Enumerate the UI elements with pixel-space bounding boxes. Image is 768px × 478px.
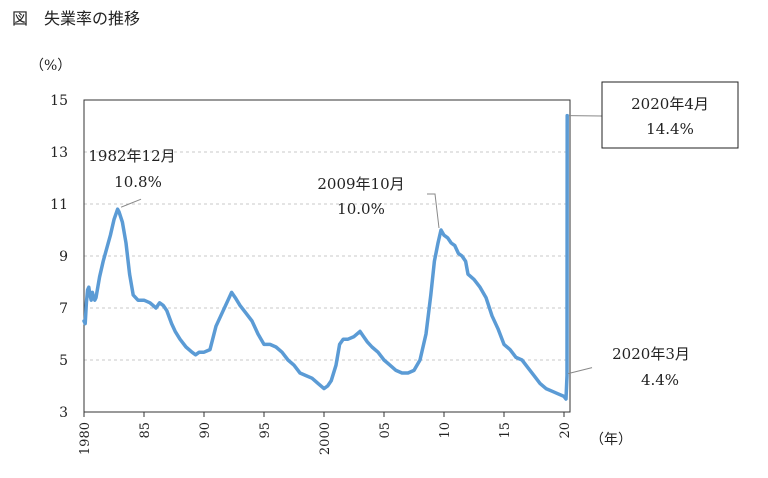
y-tick-label: 3 <box>59 405 68 421</box>
y-tick-label: 9 <box>59 249 68 265</box>
annotation-date-label: 2009年10月 <box>317 175 404 193</box>
leader-line <box>121 199 141 207</box>
x-tick-label: 05 <box>378 422 393 439</box>
y-tick-label: 7 <box>59 301 68 317</box>
x-tick-label: 20 <box>558 422 573 439</box>
leader-line <box>568 368 592 374</box>
annotation-box <box>602 82 738 148</box>
y-tick-label: 5 <box>59 353 68 369</box>
annotation-date-label: 1982年12月 <box>88 147 175 165</box>
annotation-layer: 1982年12月 10.8% 2009年10月 10.0% 2020年3月 4.4% 202… <box>88 82 738 389</box>
y-axis-unit: （%） <box>30 58 71 74</box>
y-tick-label: 15 <box>50 93 68 109</box>
annotation-date-label: 2020年4月 <box>631 95 709 113</box>
annotation-value-label: 10.8% <box>114 173 162 191</box>
chart-title: 図 失業率の推移 <box>12 9 140 28</box>
x-tick-label: 2000 <box>318 422 333 455</box>
leader-line <box>427 194 439 228</box>
x-axis-unit: （年） <box>590 432 632 448</box>
annotation-value-label: 10.0% <box>337 200 385 218</box>
x-tick-label: 1980 <box>78 422 93 455</box>
y-tick-label: 13 <box>50 145 68 161</box>
annotation-value-label: 14.4% <box>646 120 694 138</box>
annotation-value-label: 4.4% <box>641 371 679 389</box>
x-tick-label: 85 <box>138 422 153 439</box>
x-tick-label: 95 <box>258 422 273 439</box>
x-tick-label: 90 <box>198 422 213 439</box>
y-tick-label: 11 <box>50 197 68 213</box>
annotation-date-label: 2020年3月 <box>612 345 690 363</box>
x-tick-label: 15 <box>498 422 513 439</box>
x-tick-label: 10 <box>438 422 453 439</box>
